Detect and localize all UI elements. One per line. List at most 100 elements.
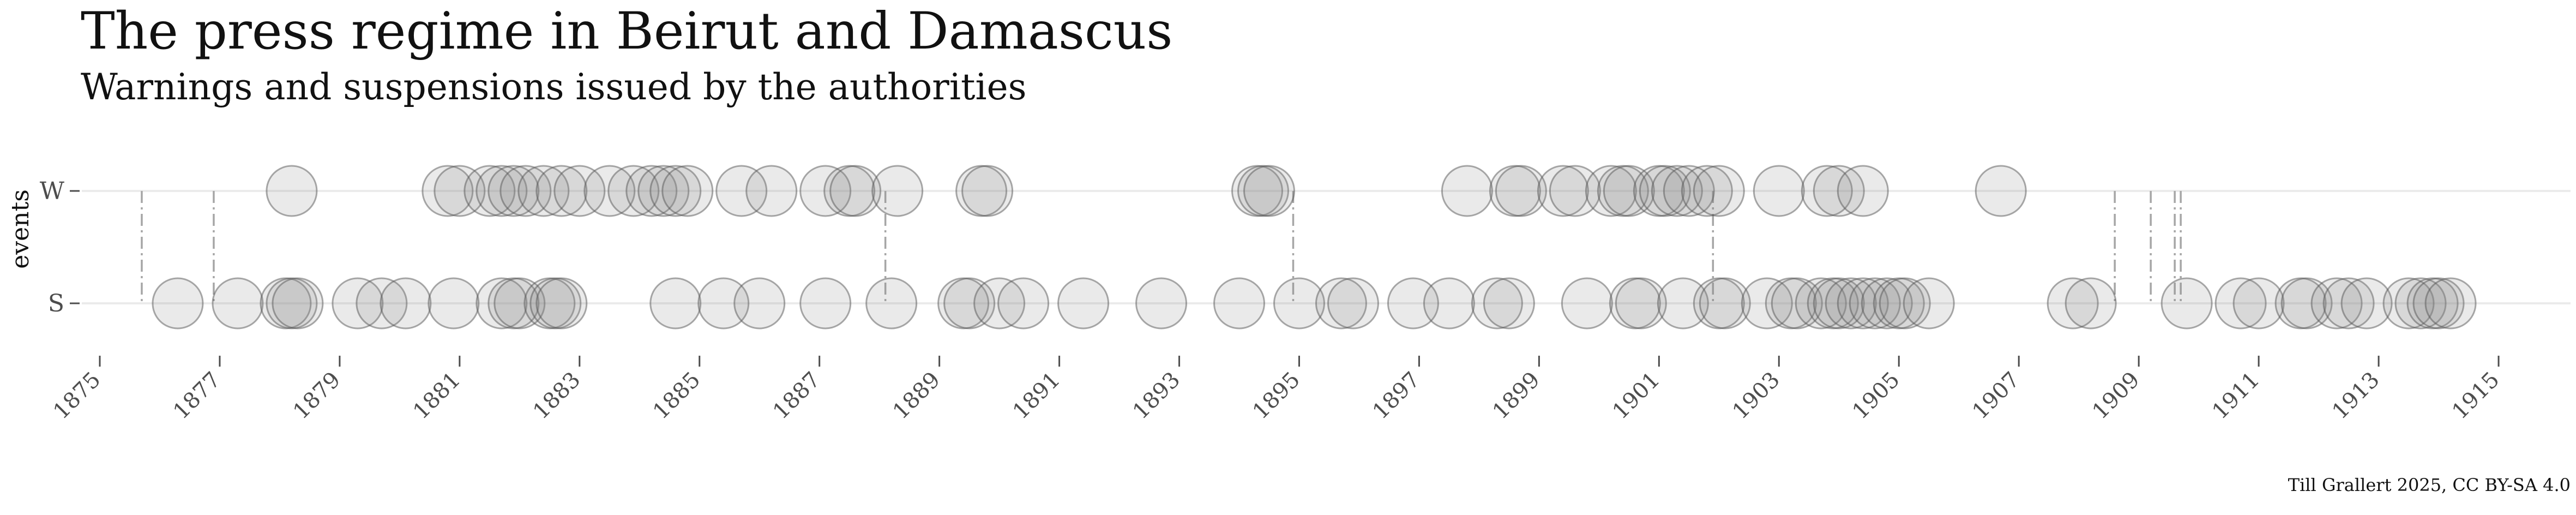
data-point-w <box>649 165 702 217</box>
x-tick-label: 1877 <box>168 367 226 424</box>
data-point-s <box>2412 277 2465 330</box>
data-point-w <box>583 165 636 217</box>
data-point-w <box>1585 165 1637 217</box>
x-tick-label: 1907 <box>1967 367 2025 424</box>
data-point-w <box>1801 165 1853 217</box>
data-point-s <box>1471 277 1523 330</box>
data-point-w <box>607 165 660 217</box>
data-point-s <box>1483 277 1535 330</box>
data-point-w <box>1753 165 1805 217</box>
data-point-w <box>661 165 714 217</box>
x-tick-label: 1901 <box>1608 367 1665 424</box>
y-axis: WS <box>40 177 80 318</box>
data-point-s <box>1861 277 1913 330</box>
data-points <box>152 165 2477 330</box>
y-tick-label-s: S <box>48 290 64 318</box>
x-tick-label: 1909 <box>2087 367 2145 424</box>
data-point-s <box>1327 277 1379 330</box>
data-point-s <box>2047 277 2099 330</box>
x-tick-label: 1899 <box>1488 367 1545 424</box>
data-point-w <box>871 165 924 217</box>
chart-subtitle: Warnings and suspensions issued by the a… <box>81 66 1027 108</box>
data-point-w <box>422 165 474 217</box>
data-point-s <box>1213 277 1266 330</box>
data-point-s <box>973 277 1026 330</box>
data-point-w <box>1495 165 1547 217</box>
data-point-s <box>2394 277 2447 330</box>
x-tick-label: 1897 <box>1368 367 1425 424</box>
data-point-s <box>1057 277 1110 330</box>
data-point-s <box>1741 277 1793 330</box>
x-tick-label: 1913 <box>2327 367 2385 424</box>
x-tick-label: 1903 <box>1728 367 1785 424</box>
data-point-w <box>1243 165 1296 217</box>
data-point-w <box>476 165 528 217</box>
data-point-s <box>1561 277 1613 330</box>
data-point-s <box>1771 277 1823 330</box>
data-point-s <box>1387 277 1439 330</box>
data-point-w <box>1549 165 1601 217</box>
data-point-s <box>493 277 546 330</box>
data-point-s <box>1903 277 1955 330</box>
x-tick-label: 1895 <box>1248 367 1305 424</box>
data-point-w <box>464 165 516 217</box>
data-point-w <box>1813 165 1865 217</box>
data-point-w <box>553 165 606 217</box>
data-point-s <box>997 277 1050 330</box>
x-tick-label: 1889 <box>888 367 946 424</box>
data-point-w <box>1603 165 1655 217</box>
x-tick-label: 1905 <box>1847 367 1905 424</box>
data-point-w <box>1693 165 1745 217</box>
grid-lines <box>82 190 2571 304</box>
data-point-w <box>1837 165 1889 217</box>
data-point-w <box>1651 165 1703 217</box>
x-tick-label: 1911 <box>2207 367 2265 424</box>
data-point-s <box>380 277 432 330</box>
data-point-s <box>1795 277 1847 330</box>
data-point-s <box>1879 277 1931 330</box>
data-point-w <box>1441 165 1493 217</box>
x-tick-label: 1915 <box>2447 367 2505 424</box>
data-point-s <box>332 277 384 330</box>
data-point-w <box>745 165 798 217</box>
data-point-s <box>2160 277 2213 330</box>
data-point-w <box>1639 165 1691 217</box>
x-tick-label: 1879 <box>288 367 346 424</box>
data-point-w <box>535 165 588 217</box>
data-point-s <box>2424 277 2477 330</box>
data-point-s <box>733 277 786 330</box>
data-point-w <box>829 165 882 217</box>
data-point-s <box>1813 277 1865 330</box>
data-point-s <box>1849 277 1901 330</box>
x-tick-label: 1887 <box>768 367 826 424</box>
data-point-w <box>499 165 552 217</box>
x-tick-label: 1881 <box>408 367 466 424</box>
data-point-s <box>649 277 702 330</box>
x-axis: 1875 1877 1879 1881 1883 1885 1887 1889 1891 1893… <box>49 356 2505 424</box>
x-tick-label: 1891 <box>1008 367 1066 424</box>
data-point-s <box>1837 277 1889 330</box>
data-point-s <box>1273 277 1326 330</box>
data-point-w <box>637 165 690 217</box>
data-point-s <box>2382 277 2435 330</box>
data-point-s <box>1423 277 1475 330</box>
x-tick-label: 1875 <box>49 367 106 424</box>
data-point-s <box>535 277 588 330</box>
data-point-s <box>1615 277 1667 330</box>
data-point-s <box>2280 277 2333 330</box>
data-point-w <box>517 165 570 217</box>
data-point-s <box>2065 277 2117 330</box>
data-point-s <box>865 277 918 330</box>
data-point-s <box>1825 277 1877 330</box>
connector-lines <box>141 191 2182 303</box>
data-point-s <box>356 277 408 330</box>
data-point-s <box>2310 277 2363 330</box>
data-point-s <box>1699 277 1751 330</box>
data-point-w <box>1537 165 1589 217</box>
data-point-s <box>2322 277 2375 330</box>
x-tick-label: 1885 <box>648 367 706 424</box>
x-tick-label: 1893 <box>1128 367 1185 424</box>
data-point-s <box>152 277 204 330</box>
data-point-w <box>1663 165 1715 217</box>
